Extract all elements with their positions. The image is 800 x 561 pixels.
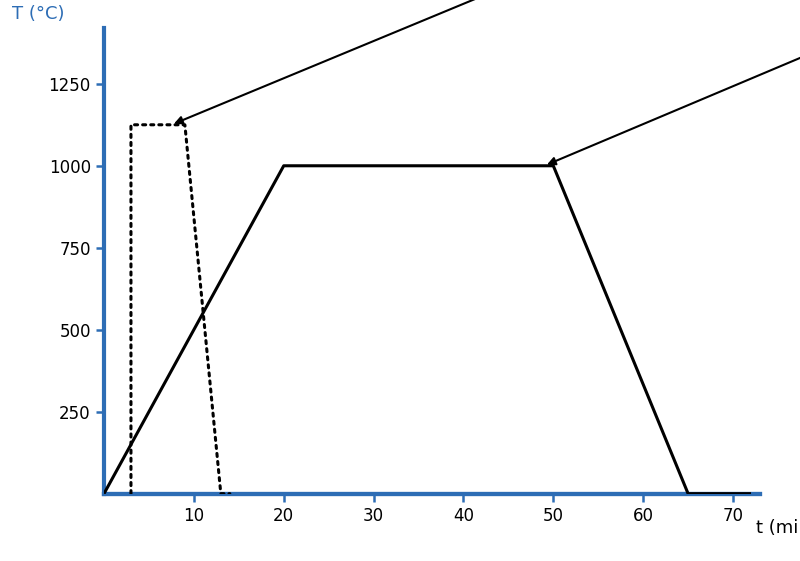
Y-axis label: T (°C): T (°C) <box>12 6 65 24</box>
X-axis label: t (min): t (min) <box>756 519 800 537</box>
Text: Batch Oxidation: Batch Oxidation <box>549 0 800 164</box>
Text: Rapid Thermal Oxidation: Rapid Thermal Oxidation <box>176 0 648 123</box>
